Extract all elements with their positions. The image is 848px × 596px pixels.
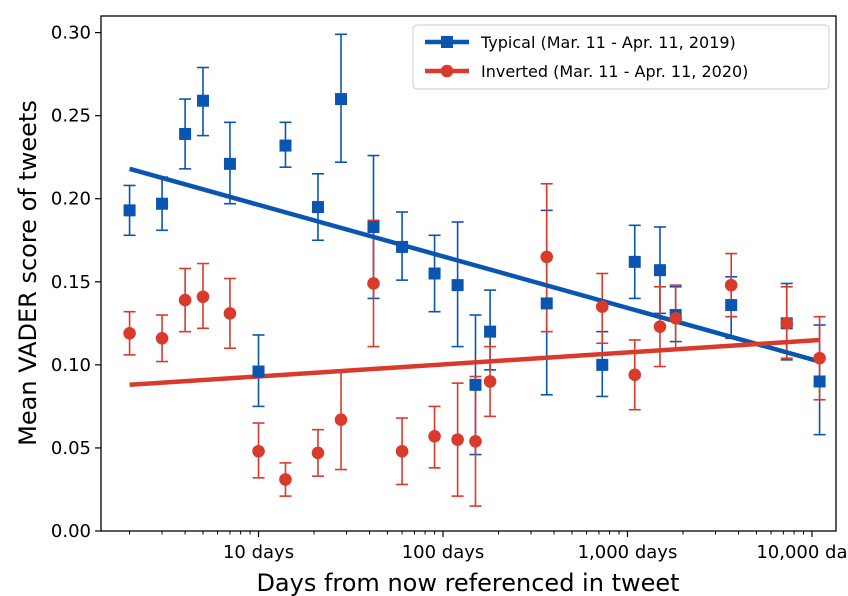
data-point-inverted — [628, 368, 642, 382]
y-tick-label: 0.10 — [51, 355, 91, 376]
y-tick-label: 0.05 — [51, 438, 91, 459]
y-tick-label: 0.15 — [51, 272, 91, 293]
data-point-inverted — [428, 430, 441, 443]
trend-line-inverted — [129, 337, 820, 388]
data-point-inverted — [724, 278, 738, 292]
y-axis-title: Mean VADER score of tweets — [14, 100, 42, 446]
x-tick-label: 100 days — [402, 542, 485, 563]
legend-box — [412, 24, 830, 90]
data-point-typical — [451, 279, 464, 292]
data-point-inverted — [653, 320, 667, 333]
data-point-inverted — [334, 413, 348, 426]
x-tick-label: 1,000 days — [578, 542, 678, 563]
plot-frame — [100, 15, 837, 532]
data-point-typical — [252, 365, 265, 378]
data-point-inverted — [123, 327, 136, 340]
data-point-inverted — [367, 277, 380, 290]
data-point-typical — [540, 297, 553, 310]
plot-area — [123, 33, 826, 507]
y-tick-label: 0.00 — [51, 521, 91, 542]
data-point-inverted — [483, 375, 497, 388]
data-point-typical — [428, 267, 441, 280]
data-point-typical — [813, 375, 826, 388]
legend-marker-square — [441, 36, 453, 48]
x-axis-title: Days from now referenced in tweet — [256, 569, 679, 596]
data-point-typical — [396, 240, 409, 253]
data-point-typical — [279, 139, 292, 152]
data-point-typical — [367, 220, 380, 233]
y-tick-label: 0.20 — [51, 189, 91, 210]
data-point-inverted — [155, 331, 169, 345]
data-point-typical — [653, 264, 666, 277]
data-point-inverted — [395, 444, 409, 458]
legend-label: Typical (Mar. 11 - Apr. 11, 2019) — [480, 33, 736, 52]
data-point-inverted — [595, 300, 609, 314]
legend-marker-circle — [440, 64, 454, 78]
data-point-typical — [725, 299, 738, 312]
trend-line-typical — [128, 166, 821, 364]
data-point-inverted — [279, 473, 292, 486]
legend: Typical (Mar. 11 - Apr. 11, 2019) Inverte… — [412, 24, 830, 90]
data-point-inverted — [196, 290, 210, 304]
legend-label: Inverted (Mar. 11 - Apr. 11, 2020) — [481, 62, 748, 81]
data-point-inverted — [311, 446, 325, 460]
axes: 0.00 0.05 0.10 0.15 0.20 0.25 0.30 10 days 100 d… — [51, 23, 848, 563]
data-point-typical — [335, 93, 348, 106]
x-tick-label: 10,000 days — [756, 542, 848, 563]
data-point-typical — [484, 325, 497, 338]
data-point-typical — [628, 255, 641, 268]
data-point-typical — [179, 127, 192, 140]
data-point-inverted — [669, 312, 682, 325]
data-point-inverted — [469, 434, 482, 448]
data-point-typical — [596, 358, 609, 371]
data-point-inverted — [178, 293, 192, 307]
y-tick-label: 0.30 — [51, 23, 91, 44]
data-point-inverted — [813, 351, 826, 365]
x-tick-label: 10 days — [223, 542, 294, 563]
data-point-inverted — [540, 250, 554, 264]
data-point-inverted — [252, 444, 265, 458]
y-tick-label: 0.25 — [51, 106, 91, 127]
data-point-inverted — [451, 433, 464, 446]
data-point-inverted — [780, 317, 794, 330]
data-point-typical — [156, 197, 169, 210]
data-point-inverted — [223, 307, 237, 320]
series-typical — [123, 33, 826, 456]
data-point-typical — [469, 378, 482, 391]
data-point-typical — [311, 201, 324, 214]
data-point-typical — [223, 157, 236, 170]
data-point-typical — [196, 94, 209, 107]
data-point-typical — [123, 204, 136, 217]
